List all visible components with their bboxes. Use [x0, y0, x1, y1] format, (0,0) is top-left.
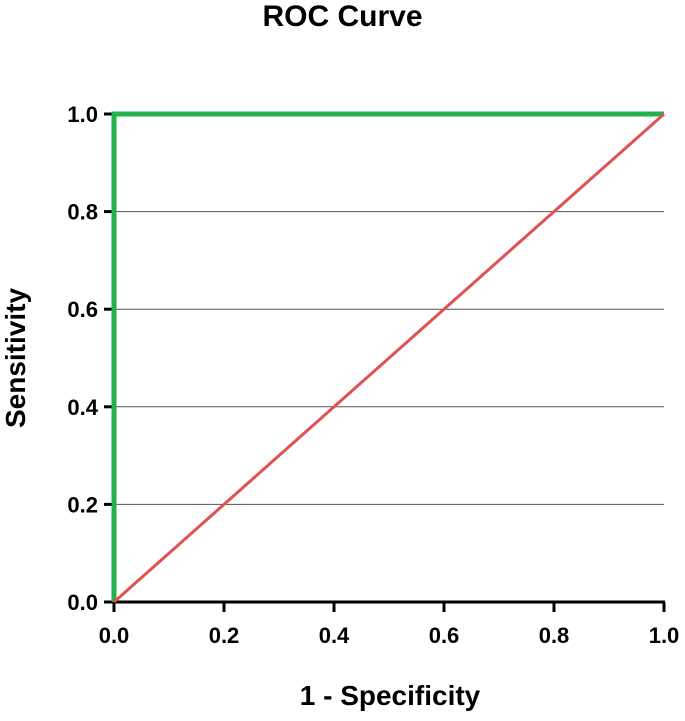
series-line-1 [113, 112, 665, 604]
x-axis-label: 1 - Specificity [299, 680, 481, 711]
x-tick-label-4: 0.8 [539, 623, 570, 648]
series-line-0 [111, 111, 664, 602]
x-tick-label-2: 0.4 [319, 623, 350, 648]
y-tick-label-0: 0.0 [67, 590, 98, 615]
y-tick-label-4: 0.8 [67, 200, 98, 225]
y-tick-label-5: 1.0 [67, 102, 98, 127]
x-tick-label-3: 0.6 [429, 623, 460, 648]
y-tick-label-1: 0.2 [67, 492, 98, 517]
x-tick-label-1: 0.2 [209, 623, 240, 648]
y-tick-label-3: 0.6 [67, 297, 98, 322]
chart-title: ROC Curve [262, 0, 423, 33]
y-tick-label-2: 0.4 [67, 395, 98, 420]
x-tick-label-5: 1.0 [649, 623, 680, 648]
x-tick-label-0: 0.0 [99, 623, 130, 648]
